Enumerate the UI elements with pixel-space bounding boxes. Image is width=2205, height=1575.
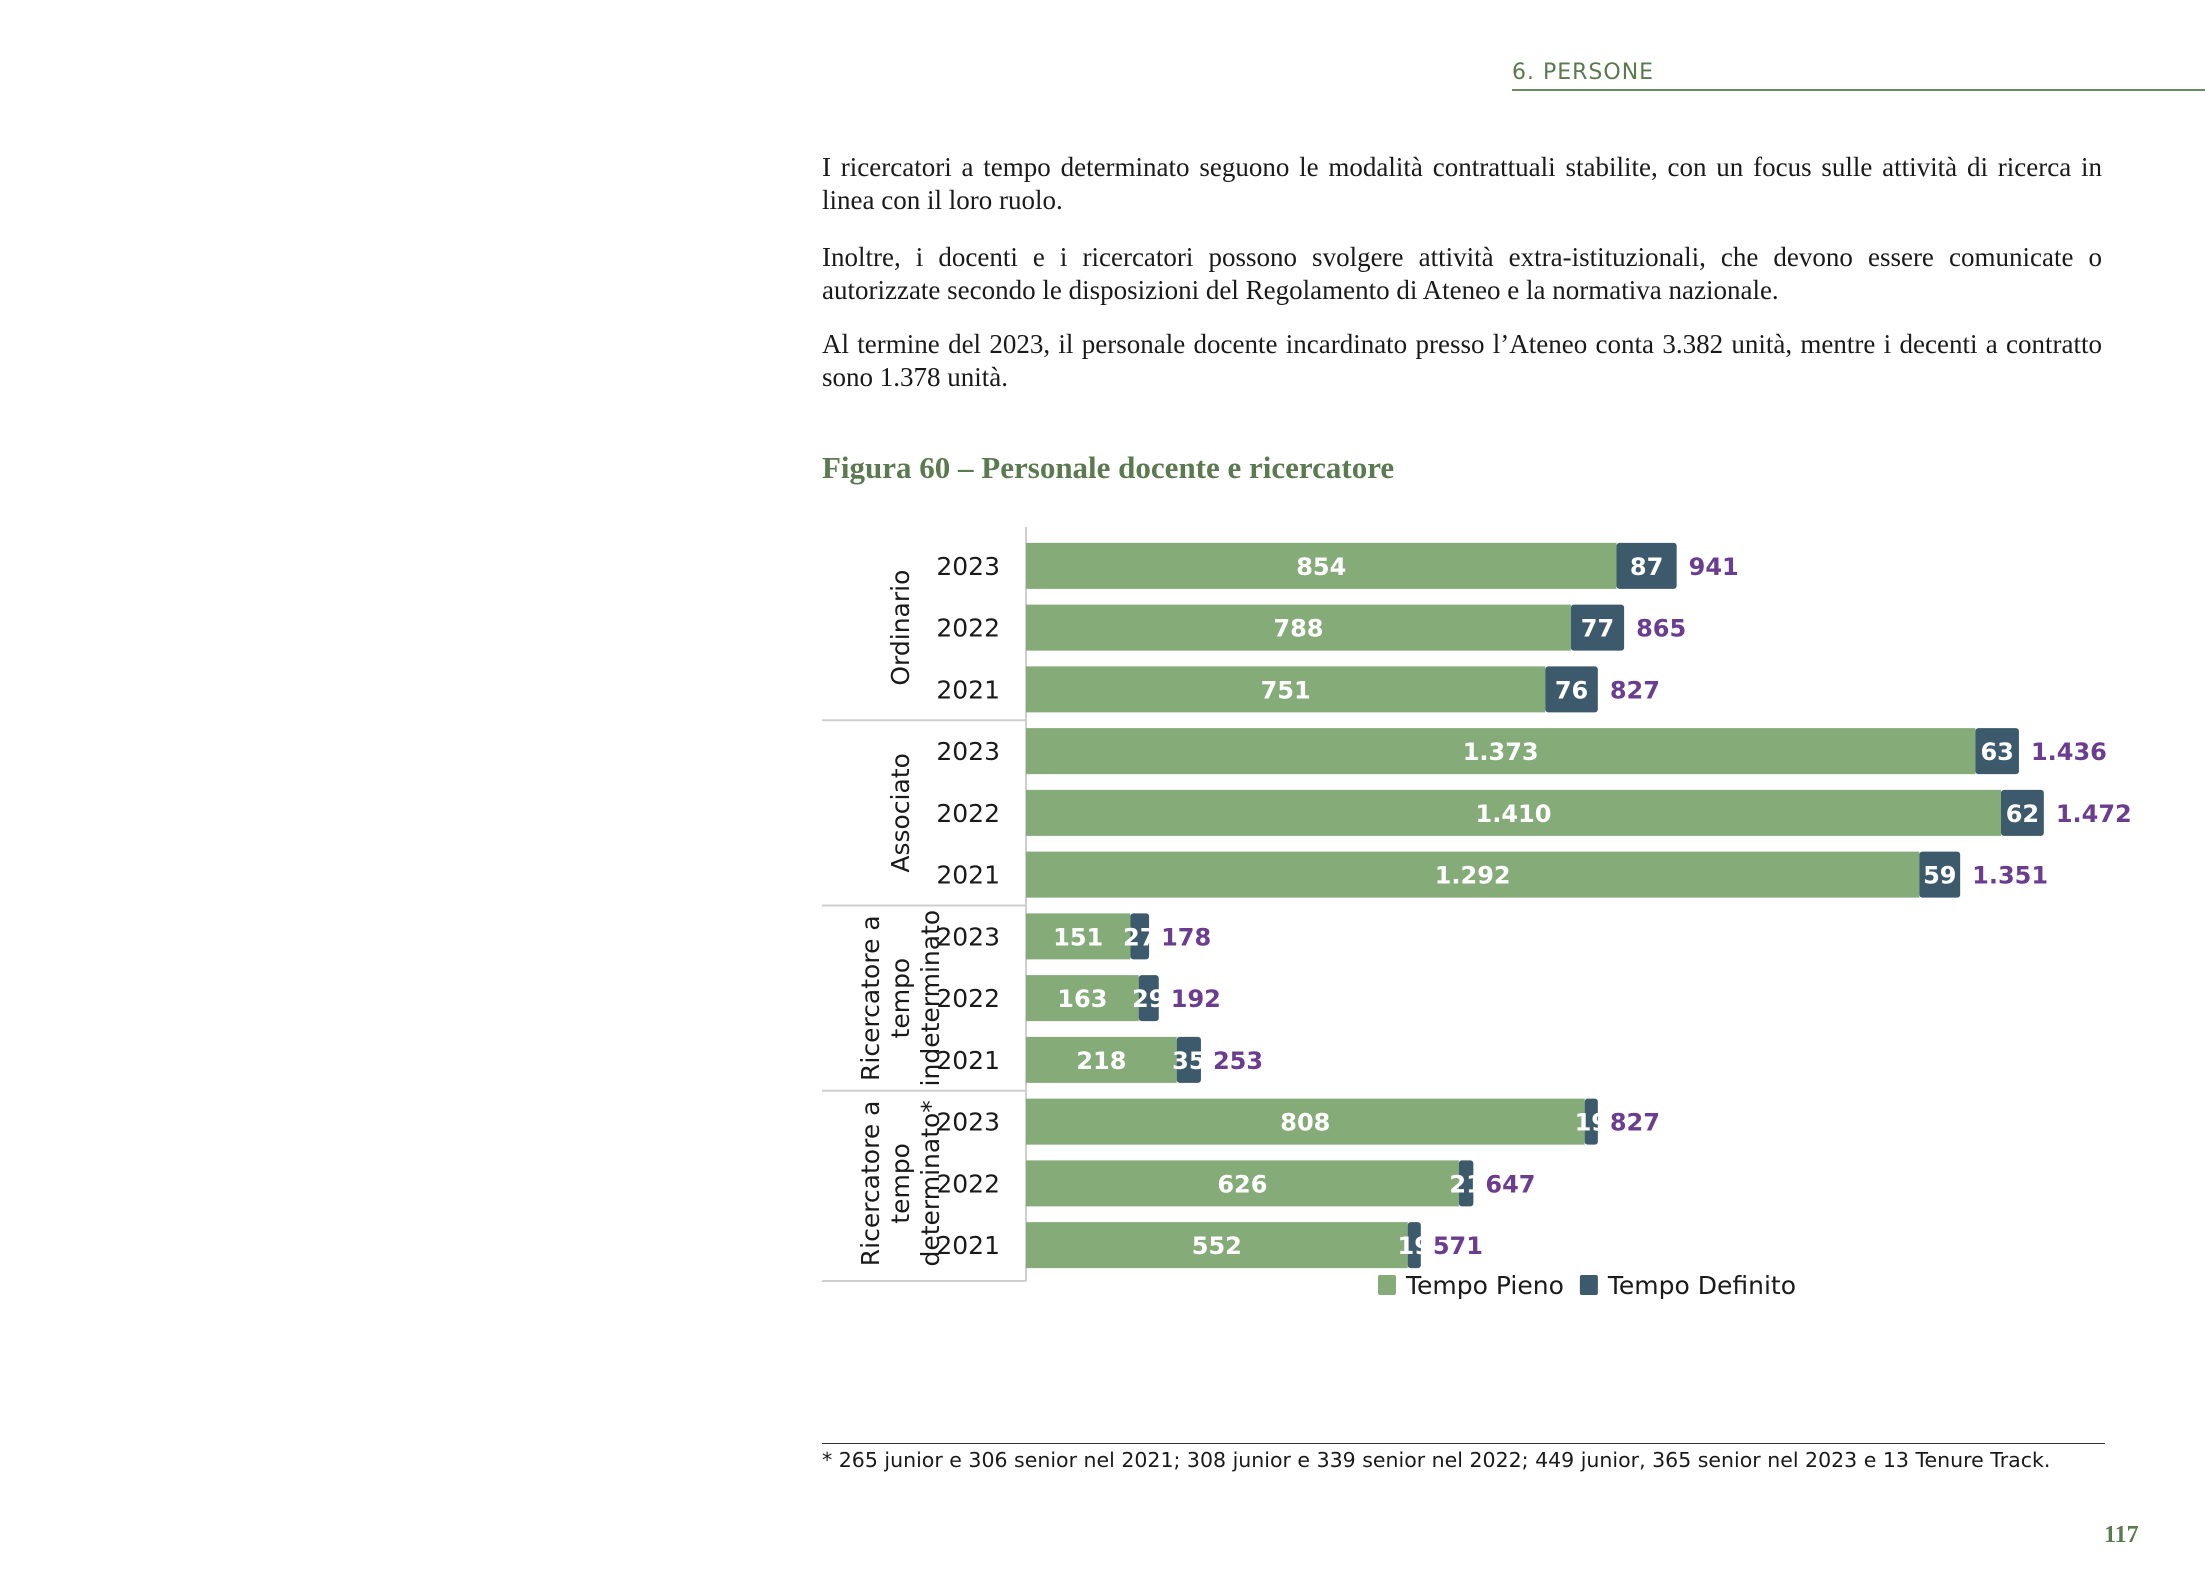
year-tick-label: 2021 <box>936 861 1000 890</box>
data-label-tempo-pieno: 218 <box>1076 1047 1126 1075</box>
bar-tempo-pieno <box>1026 604 1571 651</box>
data-label-tempo-pieno: 751 <box>1261 676 1311 704</box>
legend-label: Tempo Pieno <box>1405 1271 1564 1300</box>
data-label-total: 865 <box>1636 615 1686 643</box>
year-tick-label: 2022 <box>936 614 1000 643</box>
bar-tempo-definito <box>1458 1160 1474 1207</box>
data-label-tempo-definito: 27 <box>1123 923 1156 951</box>
data-label-tempo-pieno: 854 <box>1296 553 1346 581</box>
data-label-tempo-definito: 76 <box>1555 676 1588 704</box>
bar-tempo-pieno <box>1026 1098 1585 1145</box>
bar-tempo-definito <box>2000 789 2044 836</box>
header-rule <box>1512 89 2205 91</box>
paragraph-1: I ricercatori a tempo determinato seguon… <box>822 152 2102 215</box>
bar-tempo-pieno <box>1026 666 1546 713</box>
bar-tempo-pieno <box>1026 851 1920 898</box>
bar-tempo-definito <box>1584 1098 1598 1145</box>
data-label-tempo-definito: 35 <box>1172 1047 1205 1075</box>
year-tick-label: 2022 <box>936 1169 1000 1198</box>
year-tick-label: 2022 <box>936 799 1000 828</box>
paragraph-3: Al termine del 2023, il personale docent… <box>822 329 2102 392</box>
group-label: Ricercatore atempodeterminato* <box>856 1100 945 1266</box>
group-label: Ricercatore atempoindeterminato <box>856 910 945 1087</box>
data-label-total: 253 <box>1213 1047 1263 1075</box>
paragraph-2: Inoltre, i docenti e i ricercatori posso… <box>822 242 2102 305</box>
year-tick-label: 2023 <box>936 922 1000 951</box>
data-label-tempo-definito: 19 <box>1575 1109 1608 1137</box>
data-label-tempo-pieno: 151 <box>1053 923 1103 951</box>
bar-tempo-pieno <box>1026 789 2001 836</box>
year-tick-label: 2021 <box>936 1046 1000 1075</box>
bar-tempo-pieno <box>1026 975 1139 1022</box>
data-label-tempo-definito: 63 <box>1980 738 2013 766</box>
legend-label: Tempo Definito <box>1607 1271 1796 1300</box>
bar-tempo-definito <box>1975 728 2019 775</box>
page-number: 117 <box>2104 1522 2139 1548</box>
year-tick-label: 2021 <box>936 1231 1000 1260</box>
bar-tempo-pieno <box>1026 1160 1459 1207</box>
data-label-tempo-definito: 59 <box>1923 862 1956 890</box>
data-label-total: 178 <box>1161 923 1211 951</box>
data-label-tempo-definito: 19 <box>1398 1232 1431 1260</box>
data-label-total: 571 <box>1433 1232 1483 1260</box>
bar-tempo-definito <box>1176 1036 1201 1083</box>
data-label-total: 827 <box>1610 676 1660 704</box>
data-label-tempo-pieno: 1.292 <box>1435 862 1511 890</box>
footnote: * 265 junior e 306 senior nel 2021; 308 … <box>822 1448 2051 1472</box>
data-label-total: 647 <box>1485 1170 1535 1198</box>
year-tick-label: 2023 <box>936 1108 1000 1137</box>
bar-tempo-definito <box>1407 1222 1421 1269</box>
bar-tempo-pieno <box>1026 1036 1177 1083</box>
data-label-total: 827 <box>1610 1109 1660 1137</box>
data-label-tempo-definito: 62 <box>2006 800 2039 828</box>
data-label-tempo-pieno: 808 <box>1280 1109 1330 1137</box>
data-label-total: 1.351 <box>1972 862 2048 890</box>
data-label-tempo-definito: 29 <box>1132 985 1165 1013</box>
bar-tempo-definito <box>1570 604 1625 651</box>
bar-tempo-definito <box>1919 851 1961 898</box>
bar-tempo-pieno <box>1026 542 1617 589</box>
data-label-total: 192 <box>1171 985 1221 1013</box>
data-label-tempo-definito: 87 <box>1630 553 1663 581</box>
data-label-tempo-pieno: 1.373 <box>1463 738 1539 766</box>
bar-tempo-pieno <box>1026 1222 1408 1269</box>
data-label-tempo-pieno: 626 <box>1217 1170 1267 1198</box>
data-label-tempo-pieno: 163 <box>1057 985 1107 1013</box>
bar-chart: Ordinario 2023 854 87 941 2022 788 77 865 2021 751… <box>822 527 2132 1300</box>
figure-title: Figura 60 – Personale docente e ricercat… <box>822 450 1395 485</box>
data-label-tempo-definito: 77 <box>1581 615 1614 643</box>
data-label-tempo-definito: 21 <box>1449 1170 1482 1198</box>
data-label-tempo-pieno: 788 <box>1273 615 1323 643</box>
data-label-total: 941 <box>1689 553 1739 581</box>
group-label: Associato <box>886 753 915 873</box>
bar-tempo-definito <box>1130 913 1150 960</box>
bar-tempo-pieno <box>1026 728 1976 775</box>
year-tick-label: 2021 <box>936 675 1000 704</box>
year-tick-label: 2022 <box>936 984 1000 1013</box>
bar-tempo-definito <box>1138 975 1159 1022</box>
year-tick-label: 2023 <box>936 552 1000 581</box>
legend-swatch <box>1579 1275 1598 1295</box>
bar-tempo-definito <box>1545 666 1598 713</box>
footnote-rule <box>822 1443 2105 1444</box>
group-label: Ordinario <box>886 570 915 686</box>
data-label-total: 1.436 <box>2031 738 2107 766</box>
data-label-tempo-pieno: 552 <box>1192 1232 1242 1260</box>
section-header: 6. PERSONE <box>1512 60 1655 85</box>
data-label-tempo-pieno: 1.410 <box>1476 800 1552 828</box>
bar-tempo-pieno <box>1026 913 1131 960</box>
bar-tempo-definito <box>1616 542 1677 589</box>
year-tick-label: 2023 <box>936 737 1000 766</box>
data-label-total: 1.472 <box>2056 800 2132 828</box>
legend-swatch <box>1378 1275 1396 1295</box>
